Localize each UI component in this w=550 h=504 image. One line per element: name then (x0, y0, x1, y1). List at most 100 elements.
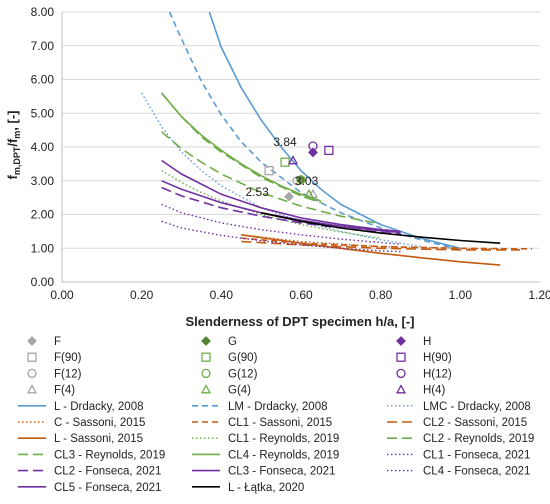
legend-swatch (27, 336, 37, 346)
legend-swatch (396, 352, 406, 362)
series-line-cl4-reynolds-2019 (160, 92, 322, 202)
legend-item-cl2-sassoni-2015: CL2 - Sassoni, 2015 (387, 417, 527, 429)
x-tick-label: 0.00 (50, 288, 74, 302)
legend-label: CL3 - Fonseca, 2021 (228, 466, 335, 478)
series-line-lmc-drdacky-2008 (141, 92, 421, 248)
data-point-h-90 (324, 145, 334, 156)
legend-label: H(90) (423, 352, 452, 364)
legend-label: CL1 - Fonseca, 2021 (423, 449, 530, 461)
x-tick-label: 0.60 (289, 288, 313, 302)
legend-item-h-12: H(12) (396, 368, 452, 380)
legend-label: F(90) (54, 352, 82, 364)
legend-label: H (423, 336, 431, 348)
legend-label: G(90) (228, 352, 258, 364)
data-point-f-90 (264, 165, 274, 176)
legend-swatch (200, 384, 212, 394)
legend-item-l-latka-2020: L - Łątka, 2020 (192, 482, 304, 494)
x-tick-label: 1.00 (449, 288, 473, 302)
series-line-cl2-reynolds-2019 (161, 131, 381, 225)
series-line-cl1-sassoni-2015 (241, 237, 533, 250)
data-point-h (308, 147, 318, 158)
series-line-l-drdacky-2008 (208, 12, 461, 250)
legend-swatch (26, 384, 38, 394)
legend-label: L - Sassoni, 2015 (54, 433, 143, 445)
data-label: 3.84 (273, 135, 297, 149)
y-tick-label: 6.00 (31, 73, 55, 87)
legend-item-g-90: G(90) (201, 352, 258, 364)
legend-label: CL2 - Fonseca, 2021 (54, 466, 161, 478)
legend-label: G(12) (228, 368, 258, 380)
series-line-l-latka-2020 (261, 212, 501, 244)
legend-swatch (27, 368, 37, 379)
legend: F G H F(90) G(90) H(90) F(12) G(12) H(12) F(4) G(4… (18, 336, 534, 494)
series-line-cl2-sassoni-2015 (241, 240, 521, 251)
series-line-cl3-fonseca-2021 (161, 180, 401, 234)
legend-label: F(12) (54, 368, 82, 380)
y-axis-label-main: f (5, 175, 20, 180)
y-axis-label-mid: /f (5, 138, 20, 147)
y-axis-label: fm,DPT/fm, [-] (5, 110, 22, 179)
legend-item-cl2-fonseca-2021: CL2 - Fonseca, 2021 (18, 466, 161, 478)
legend-label: F(4) (54, 385, 75, 397)
legend-label: CL3 - Reynolds, 2019 (54, 449, 165, 461)
legend-swatch (396, 336, 406, 346)
legend-label: CL2 - Reynolds, 2019 (423, 433, 534, 445)
data-point-g-90 (280, 157, 290, 167)
legend-item-cl1-fonseca-2021: CL1 - Fonseca, 2021 (387, 449, 530, 461)
data-label: 3.03 (295, 174, 319, 188)
legend-swatch (201, 368, 211, 379)
legend-item-l-drdacky-2008: L - Drdacky, 2008 (18, 401, 143, 413)
legend-item-lmc-drdacky-2008: LMC - Drdacky, 2008 (387, 401, 531, 413)
y-tick-label: 3.00 (31, 174, 55, 188)
data-point-g-4 (303, 188, 315, 199)
x-axis-label: Slenderness of DPT specimen h/a, [-] (186, 314, 415, 329)
legend-swatch (201, 336, 211, 346)
legend-item-cl5-fonseca-2021: CL5 - Fonseca, 2021 (18, 482, 161, 494)
legend-label: CL4 - Reynolds, 2019 (228, 449, 339, 461)
x-tick-label: 0.80 (369, 288, 393, 302)
annotations: 3.84 2.53 3.03 (246, 135, 319, 199)
data-label: 2.53 (246, 185, 270, 199)
legend-item-cl1-reynolds-2019: CL1 - Reynolds, 2019 (192, 433, 339, 445)
series-line-cl5-fonseca-2021 (161, 159, 401, 233)
legend-label: H(4) (423, 385, 446, 397)
legend-item-f-90: F(90) (27, 352, 82, 364)
y-axis-label-sub1: m,DPT (12, 146, 22, 175)
legend-item-h-90: H(90) (396, 352, 452, 364)
y-tick-label: 1.00 (31, 241, 55, 255)
legend-item-g-4: G(4) (200, 384, 251, 397)
data-point-f (284, 191, 294, 202)
legend-item-h: H (396, 336, 431, 348)
legend-label: G(4) (228, 385, 251, 397)
legend-label: CL4 - Fonseca, 2021 (423, 466, 530, 478)
legend-label: CL1 - Sassoni, 2015 (228, 417, 332, 429)
legend-item-g: G (201, 336, 237, 348)
y-tick-label: 5.00 (31, 106, 55, 120)
axes (61, 12, 540, 283)
legend-item-g-12: G(12) (201, 368, 258, 380)
y-tick-label: 2.00 (31, 208, 55, 222)
legend-item-cl2-reynolds-2019: CL2 - Reynolds, 2019 (387, 433, 534, 445)
legend-swatch (27, 352, 37, 362)
y-tick-label: 4.00 (31, 140, 55, 154)
data-point-g-12 (296, 175, 306, 185)
y-tick-label: 0.00 (31, 275, 55, 289)
legend-item-f-12: F(12) (27, 368, 82, 380)
legend-label: L - Drdacky, 2008 (54, 401, 143, 413)
gridlines (62, 11, 540, 249)
x-tick-label: 1.20 (528, 288, 550, 302)
legend-swatch (396, 368, 406, 379)
legend-swatch (395, 384, 407, 394)
legend-swatch (201, 352, 211, 362)
legend-item-f-4: F(4) (26, 384, 75, 397)
series-line-cl1-fonseca-2021 (161, 203, 401, 245)
data-point-f-12 (292, 176, 302, 186)
series-lines (141, 12, 533, 266)
legend-item-cl3-fonseca-2021: CL3 - Fonseca, 2021 (192, 466, 335, 478)
legend-label: CL1 - Reynolds, 2019 (228, 433, 339, 445)
legend-item-cl1-sassoni-2015: CL1 - Sassoni, 2015 (192, 417, 332, 429)
y-axis-label-sub2: m (12, 131, 22, 139)
legend-label: LM - Drdacky, 2008 (228, 401, 328, 413)
legend-label: LMC - Drdacky, 2008 (423, 401, 531, 413)
